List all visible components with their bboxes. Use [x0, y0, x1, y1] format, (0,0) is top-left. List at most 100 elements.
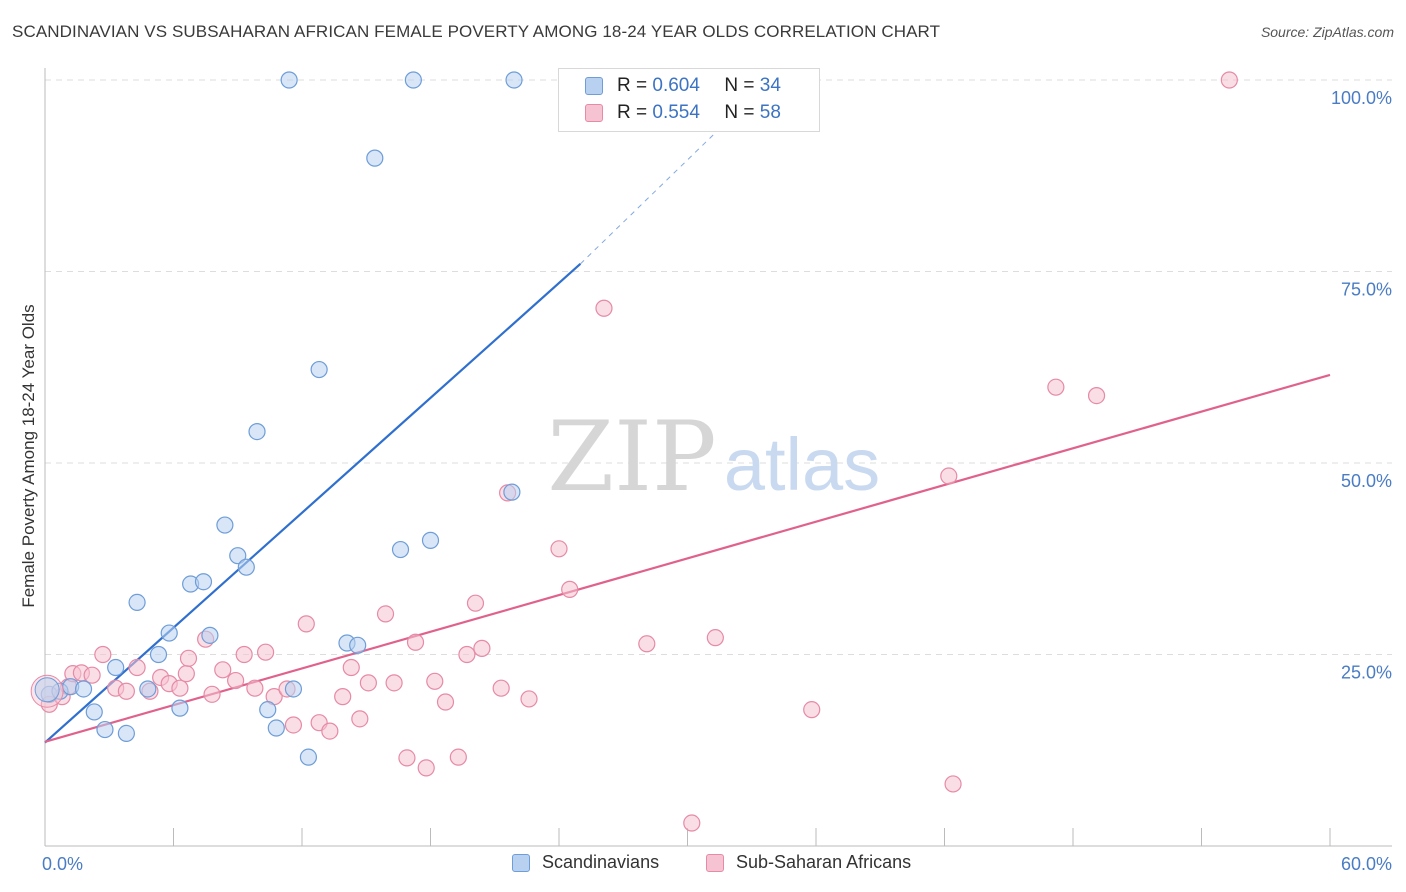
- point-subsaharan: [449, 748, 467, 766]
- y-tick-label: 25.0%: [1341, 663, 1392, 683]
- point-subsaharan: [683, 814, 701, 832]
- series-legend: Scandinavians Sub-Saharan Africans: [0, 852, 1406, 876]
- point-subsaharan: [520, 690, 538, 708]
- y-tick-label: 75.0%: [1341, 280, 1392, 300]
- fit-line-subsaharan: [44, 373, 1331, 743]
- point-subsaharan: [944, 775, 962, 793]
- r-label: R =: [617, 75, 648, 96]
- point-subsaharan: [561, 580, 579, 598]
- point-subsaharan: [550, 540, 568, 558]
- point-subsaharan: [246, 679, 264, 697]
- point-scandinavian: [139, 680, 157, 698]
- stats-legend: R = 0.604 N = 34 R = 0.554 N = 58: [558, 68, 820, 132]
- point-scandinavian: [96, 720, 114, 739]
- point-subsaharan: [940, 467, 958, 485]
- blue-swatch: [512, 853, 530, 872]
- point-scandinavian: [349, 636, 367, 654]
- point-subsaharan: [492, 679, 510, 697]
- data-points: [30, 71, 1238, 832]
- n-value-scandinavians: 34: [759, 75, 781, 96]
- pink-swatch: [585, 104, 603, 122]
- point-scandinavian: [391, 540, 410, 559]
- legend-label-subsaharan: Sub-Saharan Africans: [736, 852, 912, 872]
- point-scandinavian: [171, 699, 189, 717]
- blue-swatch: [585, 77, 603, 95]
- point-scandinavian: [284, 680, 303, 698]
- point-subsaharan: [398, 749, 416, 767]
- r-value-subsaharan: 0.554: [652, 102, 700, 123]
- legend-label-scandinavians: Scandinavians: [542, 852, 660, 872]
- point-subsaharan: [385, 674, 403, 692]
- point-subsaharan: [171, 679, 189, 697]
- point-scandinavian: [149, 645, 168, 664]
- point-subsaharan: [436, 693, 455, 711]
- point-subsaharan: [803, 701, 821, 719]
- x-tick-label: 60.0%: [1341, 854, 1392, 874]
- point-scandinavian: [505, 71, 523, 89]
- point-subsaharan: [342, 658, 360, 677]
- point-subsaharan: [214, 661, 232, 679]
- point-subsaharan: [376, 605, 395, 623]
- point-subsaharan: [406, 633, 425, 651]
- watermark-atlas: atlas: [724, 423, 880, 506]
- point-subsaharan: [473, 639, 491, 657]
- point-scandinavian: [85, 703, 103, 721]
- x-tick-label: 0.0%: [42, 854, 83, 874]
- point-subsaharan: [284, 716, 303, 734]
- x-tick-labels: 0.0% 60.0%: [42, 854, 1392, 874]
- point-scandinavian: [237, 558, 255, 576]
- point-subsaharan: [1087, 386, 1106, 405]
- point-subsaharan: [466, 594, 485, 612]
- point-subsaharan: [256, 643, 275, 661]
- axes: [44, 68, 1392, 847]
- point-subsaharan: [94, 645, 112, 664]
- point-scandinavian: [310, 360, 328, 379]
- point-subsaharan: [458, 645, 476, 664]
- point-scandinavian: [117, 724, 135, 742]
- fit-line-scandinavians: [44, 263, 582, 744]
- point-scandinavian-cluster: [34, 677, 60, 703]
- point-subsaharan: [638, 635, 656, 653]
- stats-legend-row-subsaharan: R = 0.554 N = 58: [585, 100, 781, 126]
- point-scandinavian: [74, 680, 93, 698]
- stats-legend-row-scandinavians: R = 0.604 N = 34: [585, 73, 781, 99]
- point-scandinavian: [259, 701, 277, 719]
- point-subsaharan: [117, 682, 135, 700]
- point-subsaharan: [1220, 71, 1238, 89]
- point-scandinavian: [201, 626, 219, 644]
- watermark: ZIP atlas: [547, 401, 880, 513]
- legend-item-scandinavians[interactable]: Scandinavians: [512, 852, 659, 873]
- point-scandinavian: [267, 719, 285, 737]
- point-subsaharan: [128, 658, 146, 677]
- y-axis-label: Female Poverty Among 18-24 Year Olds: [19, 304, 38, 607]
- point-subsaharan: [203, 685, 221, 703]
- point-subsaharan: [1047, 378, 1065, 396]
- point-scandinavian: [229, 547, 247, 565]
- point-subsaharan: [235, 645, 253, 664]
- r-value-scandinavians: 0.604: [652, 75, 700, 96]
- y-tick-labels: 25.0% 50.0% 75.0% 100.0%: [1331, 88, 1392, 683]
- point-subsaharan: [334, 688, 352, 706]
- point-subsaharan: [351, 710, 369, 728]
- point-scandinavian: [128, 593, 146, 612]
- point-scandinavian: [299, 748, 318, 766]
- y-tick-label: 50.0%: [1341, 471, 1392, 491]
- point-subsaharan: [595, 299, 613, 317]
- fit-line-scandinavians-extension: [580, 117, 731, 265]
- point-scandinavian: [404, 71, 422, 89]
- point-subsaharan: [179, 649, 198, 667]
- point-scandinavian: [248, 422, 266, 441]
- point-subsaharan: [359, 674, 377, 692]
- point-subsaharan: [417, 759, 435, 777]
- r-label: R =: [617, 102, 648, 123]
- point-scandinavian: [194, 573, 213, 591]
- point-scandinavian: [421, 531, 440, 549]
- point-scandinavian: [216, 516, 234, 534]
- point-subsaharan: [297, 615, 315, 633]
- chart-title: SCANDINAVIAN VS SUBSAHARAN AFRICAN FEMAL…: [12, 22, 941, 41]
- point-subsaharan: [426, 672, 444, 690]
- pink-swatch: [706, 853, 724, 872]
- legend-item-subsaharan[interactable]: Sub-Saharan Africans: [706, 852, 911, 873]
- watermark-zip: ZIP: [547, 401, 716, 513]
